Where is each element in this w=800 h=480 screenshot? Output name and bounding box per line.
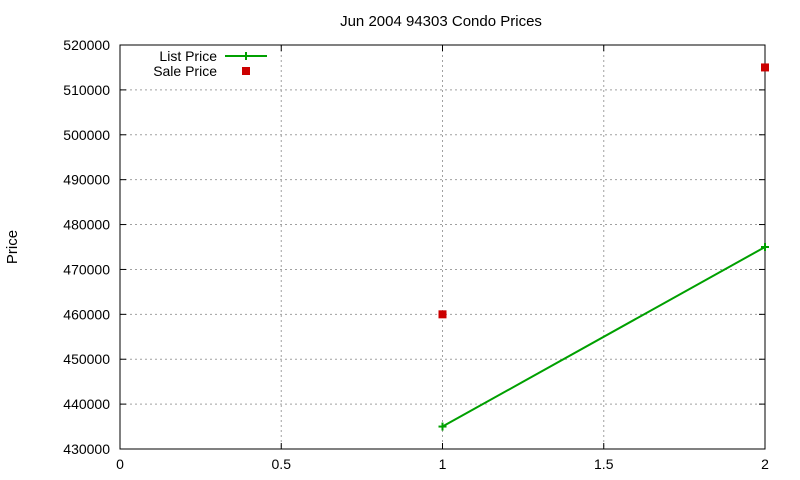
y-tick-label: 440000: [63, 396, 110, 412]
grid-lines: [120, 45, 765, 449]
legend-square-marker: [242, 67, 250, 75]
legend-plus-marker: [242, 52, 250, 60]
y-tick-label: 500000: [63, 127, 110, 143]
sale-price-point: [761, 63, 769, 72]
x-tick-label: 0.5: [272, 456, 292, 472]
axis-ticks: 430000 440000 450000 460000 470000 480000 4900…: [63, 37, 769, 472]
y-tick-label: 520000: [63, 37, 110, 53]
y-tick-label: 510000: [63, 82, 110, 98]
x-tick-label: 0: [116, 456, 124, 472]
y-axis-label: Price: [4, 230, 21, 264]
y-tick-label: 460000: [63, 306, 110, 322]
x-tick-label: 1: [439, 456, 447, 472]
series-layer: [438, 63, 769, 431]
legend-label: List Price: [159, 48, 217, 64]
y-tick-label: 480000: [63, 217, 110, 233]
y-tick-label: 450000: [63, 351, 110, 367]
x-tick-label: 2: [761, 456, 769, 472]
list-price-point: [438, 422, 447, 431]
x-tick-label: 1.5: [594, 456, 614, 472]
y-tick-label: 490000: [63, 172, 110, 188]
y-tick-label: 430000: [63, 441, 110, 457]
list-price-point: [761, 243, 769, 251]
sale-price-point: [438, 310, 447, 319]
list-price-line: [442, 246, 766, 428]
chart-title: Jun 2004 94303 Condo Prices: [340, 13, 542, 30]
y-tick-label: 470000: [63, 261, 110, 277]
legend-label: Sale Price: [153, 63, 217, 79]
